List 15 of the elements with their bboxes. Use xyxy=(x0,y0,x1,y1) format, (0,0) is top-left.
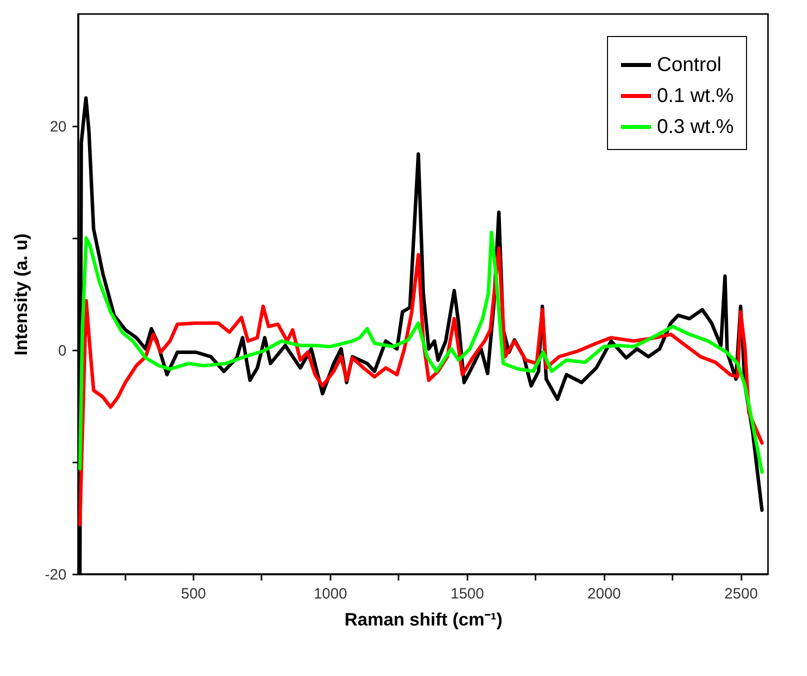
x-tick-label: 2500 xyxy=(724,586,758,602)
y-tick-label: 20 xyxy=(50,118,66,136)
legend-label: 0.3 wt.% xyxy=(657,116,734,138)
legend-label: 0.1 wt.% xyxy=(657,85,734,107)
line-series xyxy=(78,246,764,526)
x-tick-label: 1000 xyxy=(314,586,348,602)
y-axis-title: Intensity (a. u) xyxy=(10,233,31,356)
x-tick-label: 500 xyxy=(180,586,206,602)
x-tick-label: 2000 xyxy=(588,586,621,602)
y-tick-label: 0 xyxy=(58,342,66,360)
x-tick-label: 1500 xyxy=(450,586,484,602)
x-axis-title: Raman shift (cm⁻¹) xyxy=(344,610,503,630)
line-series xyxy=(78,230,764,474)
y-tick-label: -20 xyxy=(44,566,66,584)
legend-label: Control xyxy=(657,54,722,76)
